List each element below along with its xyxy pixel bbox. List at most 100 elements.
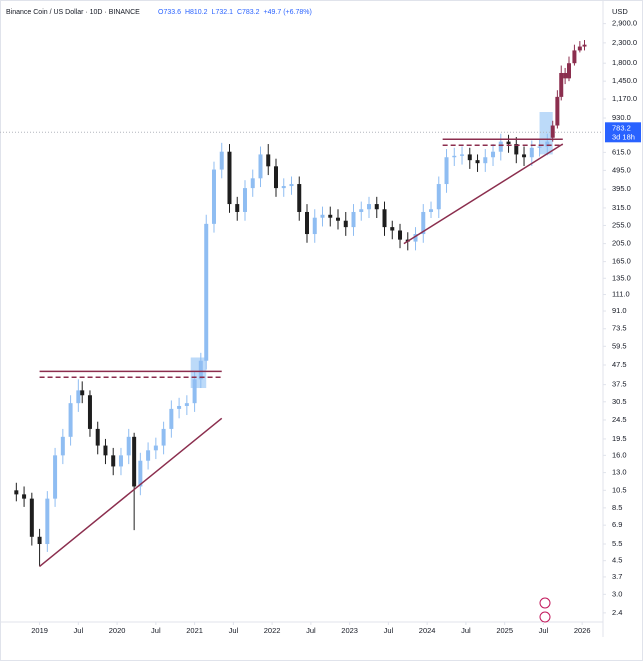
candle-body <box>566 63 571 79</box>
candle-body <box>184 403 189 406</box>
y-tick-label: 255.0 <box>612 220 631 229</box>
x-tick-label: 2025 <box>496 626 513 635</box>
candle-body <box>522 154 527 158</box>
candle-body <box>563 72 568 79</box>
x-tick-label: 2026 <box>574 626 591 635</box>
candle-body <box>22 494 27 499</box>
ohlc-value: +49.7 (+6.78%) <box>264 9 312 16</box>
candle-body <box>289 184 294 187</box>
candle-body <box>87 395 92 429</box>
last-price-label: 783.2 <box>612 123 631 132</box>
x-tick-label: Jul <box>539 626 549 635</box>
candle-body <box>103 445 108 456</box>
y-tick-label: 2,300.0 <box>612 38 637 47</box>
y-tick-label: 2.4 <box>612 608 622 617</box>
y-tick-label: 37.5 <box>612 380 627 389</box>
candle-body <box>572 50 577 64</box>
x-tick-label: Jul <box>229 626 239 635</box>
candle-body <box>514 144 519 155</box>
y-tick-label: 135.0 <box>612 273 631 282</box>
candle-body <box>467 154 472 161</box>
y-tick-label: 16.0 <box>612 450 627 459</box>
candle-body <box>219 151 224 170</box>
candle-body <box>161 428 166 446</box>
candle-body <box>211 169 216 224</box>
candle-body <box>169 408 174 429</box>
x-tick-label: 2022 <box>264 626 281 635</box>
countdown: 3d 18h <box>612 132 635 141</box>
last-price-box <box>605 122 641 143</box>
y-tick-label: 73.5 <box>612 324 627 333</box>
y-tick-label: 5.5 <box>612 539 622 548</box>
candle-body <box>76 390 81 404</box>
y-tick-label: 24.5 <box>612 415 627 424</box>
chart-title: Binance Coin / US Dollar · 10D · BINANCE <box>6 9 140 16</box>
candle-body <box>475 160 480 164</box>
y-tick-label: 395.0 <box>612 184 631 193</box>
candle-body <box>444 157 449 185</box>
event-icon[interactable] <box>539 597 551 609</box>
y-tick-label: 8.5 <box>612 503 622 512</box>
candle-body <box>582 44 587 47</box>
y-tick-label: 30.5 <box>612 397 627 406</box>
x-tick-label: Jul <box>461 626 471 635</box>
candle-body <box>555 96 560 126</box>
candle-body <box>132 436 137 487</box>
y-tick-label: 615.0 <box>612 147 631 156</box>
x-tick-label: 2020 <box>109 626 126 635</box>
x-tick-label: 2021 <box>186 626 203 635</box>
candle-body <box>305 211 309 235</box>
ohlc-value: C783.2 <box>237 9 260 16</box>
candle-body <box>118 455 123 467</box>
candle-body <box>198 360 203 380</box>
candle-body <box>413 234 418 242</box>
ohlc-value: O733.6 <box>158 9 181 16</box>
candle-body <box>529 147 534 158</box>
candle-body <box>382 209 387 228</box>
candle-body <box>537 146 542 148</box>
y-tick-label: 315.0 <box>612 203 631 212</box>
candle-body <box>37 536 42 545</box>
x-tick-label: Jul <box>384 626 394 635</box>
y-tick-label: 1,170.0 <box>612 94 637 103</box>
candle-body <box>374 204 379 210</box>
x-tick-label: Jul <box>306 626 316 635</box>
highlight-box <box>539 112 553 155</box>
candle-body <box>138 460 143 487</box>
y-tick-label: 495.0 <box>612 165 631 174</box>
candle-body <box>266 154 271 167</box>
candle-body <box>235 204 240 212</box>
candle-body <box>545 141 550 147</box>
y-tick-label: 1,450.0 <box>612 76 637 85</box>
candle-body <box>491 151 496 158</box>
y-tick-label: 3.7 <box>612 572 622 581</box>
candle-body <box>258 154 263 179</box>
ohlc-legend: O733.6 H810.2 L732.1 C783.2 +49.7 (+6.78%) <box>158 9 312 16</box>
y-tick-label: 13.0 <box>612 468 627 477</box>
candle-body <box>273 166 278 189</box>
candle-body <box>506 141 511 145</box>
candle-body <box>336 217 341 221</box>
candle-body <box>359 209 364 212</box>
candle-body <box>436 184 441 210</box>
candle-body <box>242 188 247 212</box>
x-tick-label: Jul <box>74 626 84 635</box>
y-tick-label: 19.5 <box>612 434 627 443</box>
x-tick-label: Jul <box>151 626 161 635</box>
candle-body <box>60 436 65 456</box>
candle-body <box>45 498 50 545</box>
candle-body <box>227 151 232 205</box>
candle-body <box>146 450 151 461</box>
candle-body <box>351 211 356 228</box>
ohlc-value: H810.2 <box>185 9 208 16</box>
event-icon[interactable] <box>539 611 551 623</box>
candle-body <box>320 214 325 218</box>
candle-body <box>452 155 457 158</box>
y-tick-label: 6.9 <box>612 520 622 529</box>
x-tick-label: 2023 <box>341 626 358 635</box>
trend-line <box>403 143 564 245</box>
candle-body <box>390 227 395 231</box>
candle-body <box>328 214 333 218</box>
